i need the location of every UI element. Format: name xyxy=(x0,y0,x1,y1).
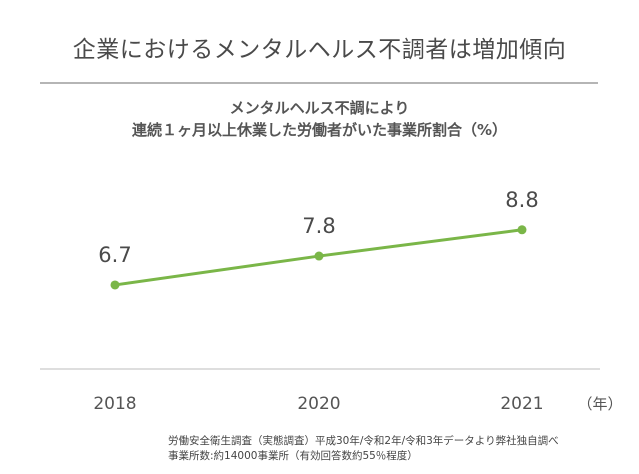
chart-title: メンタルヘルス不調により 連続１ヶ月以上休業した労働者がいた事業所割合（%） xyxy=(0,97,639,141)
title-divider xyxy=(40,82,598,84)
data-label-2018: 6.7 xyxy=(98,243,131,267)
chart-title-line-1: メンタルヘルス不調により xyxy=(229,99,410,117)
data-label-2020: 7.8 xyxy=(302,214,335,238)
x-tick-label-2020: 2020 xyxy=(297,394,340,414)
x-tick-label-2018: 2018 xyxy=(93,394,136,414)
headline: 企業におけるメンタルヘルス不調者は増加傾向 xyxy=(72,37,567,63)
source-line-1: 労働安全衛生調査（実態調査）平成30年/令和2年/令和3年データより弊社独自調べ xyxy=(168,435,559,447)
data-point-2021 xyxy=(517,225,527,235)
data-point-2020 xyxy=(314,251,324,261)
data-label-2021: 8.8 xyxy=(505,188,538,212)
source-note: 労働安全衛生調査（実態調査）平成30年/令和2年/令和3年データより弊社独自調べ… xyxy=(168,434,636,464)
source-line-2: 事業所数:約14000事業所（有効回答数約55％程度） xyxy=(168,450,418,462)
x-axis-unit: （年） xyxy=(577,395,622,413)
chart-title-line-2: 連続１ヶ月以上休業した労働者がいた事業所割合（%） xyxy=(131,121,508,139)
data-point-2018 xyxy=(110,280,120,290)
x-tick-label-2021: 2021 xyxy=(500,394,543,414)
